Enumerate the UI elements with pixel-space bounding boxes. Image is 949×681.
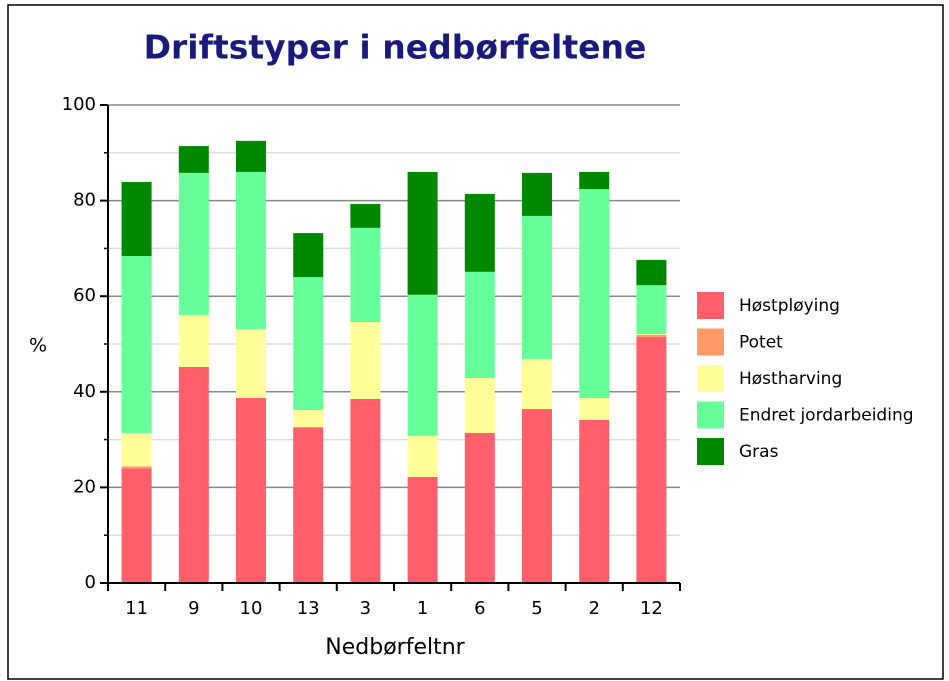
bar-segment <box>579 189 610 399</box>
bar-segment <box>236 398 266 583</box>
bar-segment <box>350 203 381 228</box>
legend-label: Gras <box>739 442 779 462</box>
bar-segment <box>636 259 667 286</box>
bar-segment <box>121 468 152 583</box>
x-tick-label: 10 <box>240 598 263 619</box>
legend-label: Høstpløying <box>739 296 840 316</box>
bar-segment <box>407 171 438 295</box>
bar-segment <box>293 427 324 583</box>
bar-segment <box>178 172 209 315</box>
x-tick-label: 13 <box>297 598 320 619</box>
bar-segment <box>293 409 324 428</box>
bar-segment <box>579 398 610 421</box>
bar-segment <box>350 227 381 323</box>
bar-segment <box>236 329 266 399</box>
y-tick-label: 60 <box>73 285 96 306</box>
bar-segment <box>522 172 552 216</box>
bar-segment <box>636 285 667 334</box>
y-axis-label: % <box>29 335 47 357</box>
x-tick-label: 2 <box>588 598 599 619</box>
bar-segment <box>121 432 152 467</box>
bar-segment <box>579 171 610 190</box>
legend-swatch <box>697 328 724 356</box>
bar-segment <box>121 181 152 257</box>
y-tick-label: 100 <box>62 94 96 115</box>
chart-title: Driftstyper i nedbørfeltene <box>144 28 647 67</box>
bar-segment <box>121 466 152 469</box>
bar-segment <box>178 146 209 173</box>
legend-swatch <box>697 292 724 319</box>
bar-segment <box>178 366 209 583</box>
x-tick-label: 11 <box>125 598 148 619</box>
bar-segment <box>579 420 610 583</box>
bar-segment <box>350 398 381 583</box>
y-tick-label: 20 <box>73 476 96 497</box>
x-tick-label: 9 <box>188 598 199 619</box>
legend-label: Potet <box>739 333 783 353</box>
bar-segment <box>293 277 324 410</box>
x-tick-label: 1 <box>417 598 428 619</box>
bar-segment <box>464 193 495 272</box>
legend-swatch <box>697 438 724 465</box>
bar-segment <box>636 336 667 583</box>
y-tick-label: 40 <box>73 381 96 402</box>
bar-segment <box>636 334 667 337</box>
y-tick-label: 0 <box>85 572 96 593</box>
x-axis-label: Nedbørfeltnr <box>325 635 465 660</box>
bar-segment <box>236 140 266 172</box>
bar-segment <box>407 294 438 436</box>
bar-segment <box>293 233 324 278</box>
bar-segment <box>178 314 209 367</box>
bar-segment <box>636 333 667 335</box>
bar-segment <box>464 377 495 433</box>
y-tick-label: 80 <box>73 190 96 211</box>
x-tick-label: 6 <box>474 598 485 619</box>
legend-label: Høstharving <box>739 369 842 389</box>
legend-swatch <box>697 401 724 429</box>
bar-segment <box>522 358 552 410</box>
bar-segment <box>407 435 438 477</box>
legend-label: Endret jordarbeiding <box>739 406 914 426</box>
bar-segment <box>236 171 266 330</box>
bar-segment <box>464 271 495 378</box>
x-tick-label: 3 <box>360 598 371 619</box>
bar-segment <box>522 409 552 583</box>
x-tick-label: 12 <box>640 598 663 619</box>
legend-swatch <box>697 365 724 392</box>
bar-segment <box>522 215 552 359</box>
x-tick-label: 5 <box>531 598 542 619</box>
bar-segment <box>121 256 152 433</box>
bar-segment <box>350 322 381 399</box>
bar-segment <box>464 432 495 583</box>
bar-segment <box>407 476 438 583</box>
